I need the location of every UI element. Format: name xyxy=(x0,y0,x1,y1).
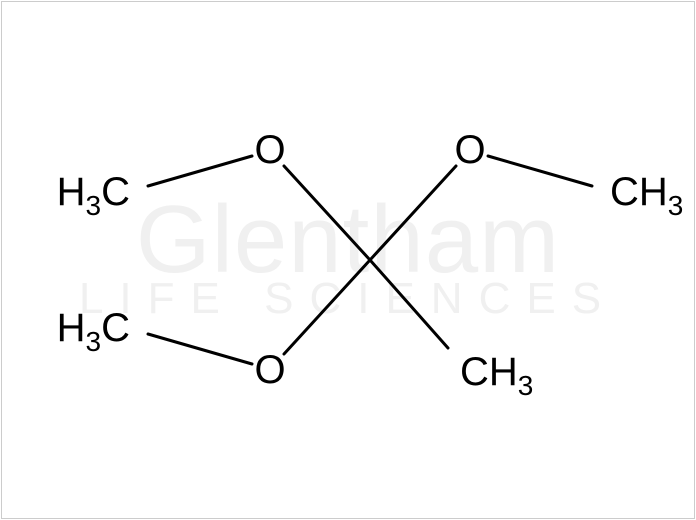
bond xyxy=(488,156,592,186)
atom-label: CH3 xyxy=(610,172,683,212)
atom-label: O xyxy=(254,130,285,170)
atom-label: O xyxy=(254,350,285,390)
bond xyxy=(284,260,370,354)
bond xyxy=(148,334,252,364)
atom-label: CH3 xyxy=(460,352,533,392)
bond xyxy=(148,156,252,186)
bond-layer xyxy=(0,0,696,520)
atom-label: O xyxy=(454,130,485,170)
atom-label: H3C xyxy=(57,172,130,212)
bond xyxy=(370,260,448,348)
bond xyxy=(284,166,370,260)
bond xyxy=(370,166,456,260)
atom-label: H3C xyxy=(57,308,130,348)
